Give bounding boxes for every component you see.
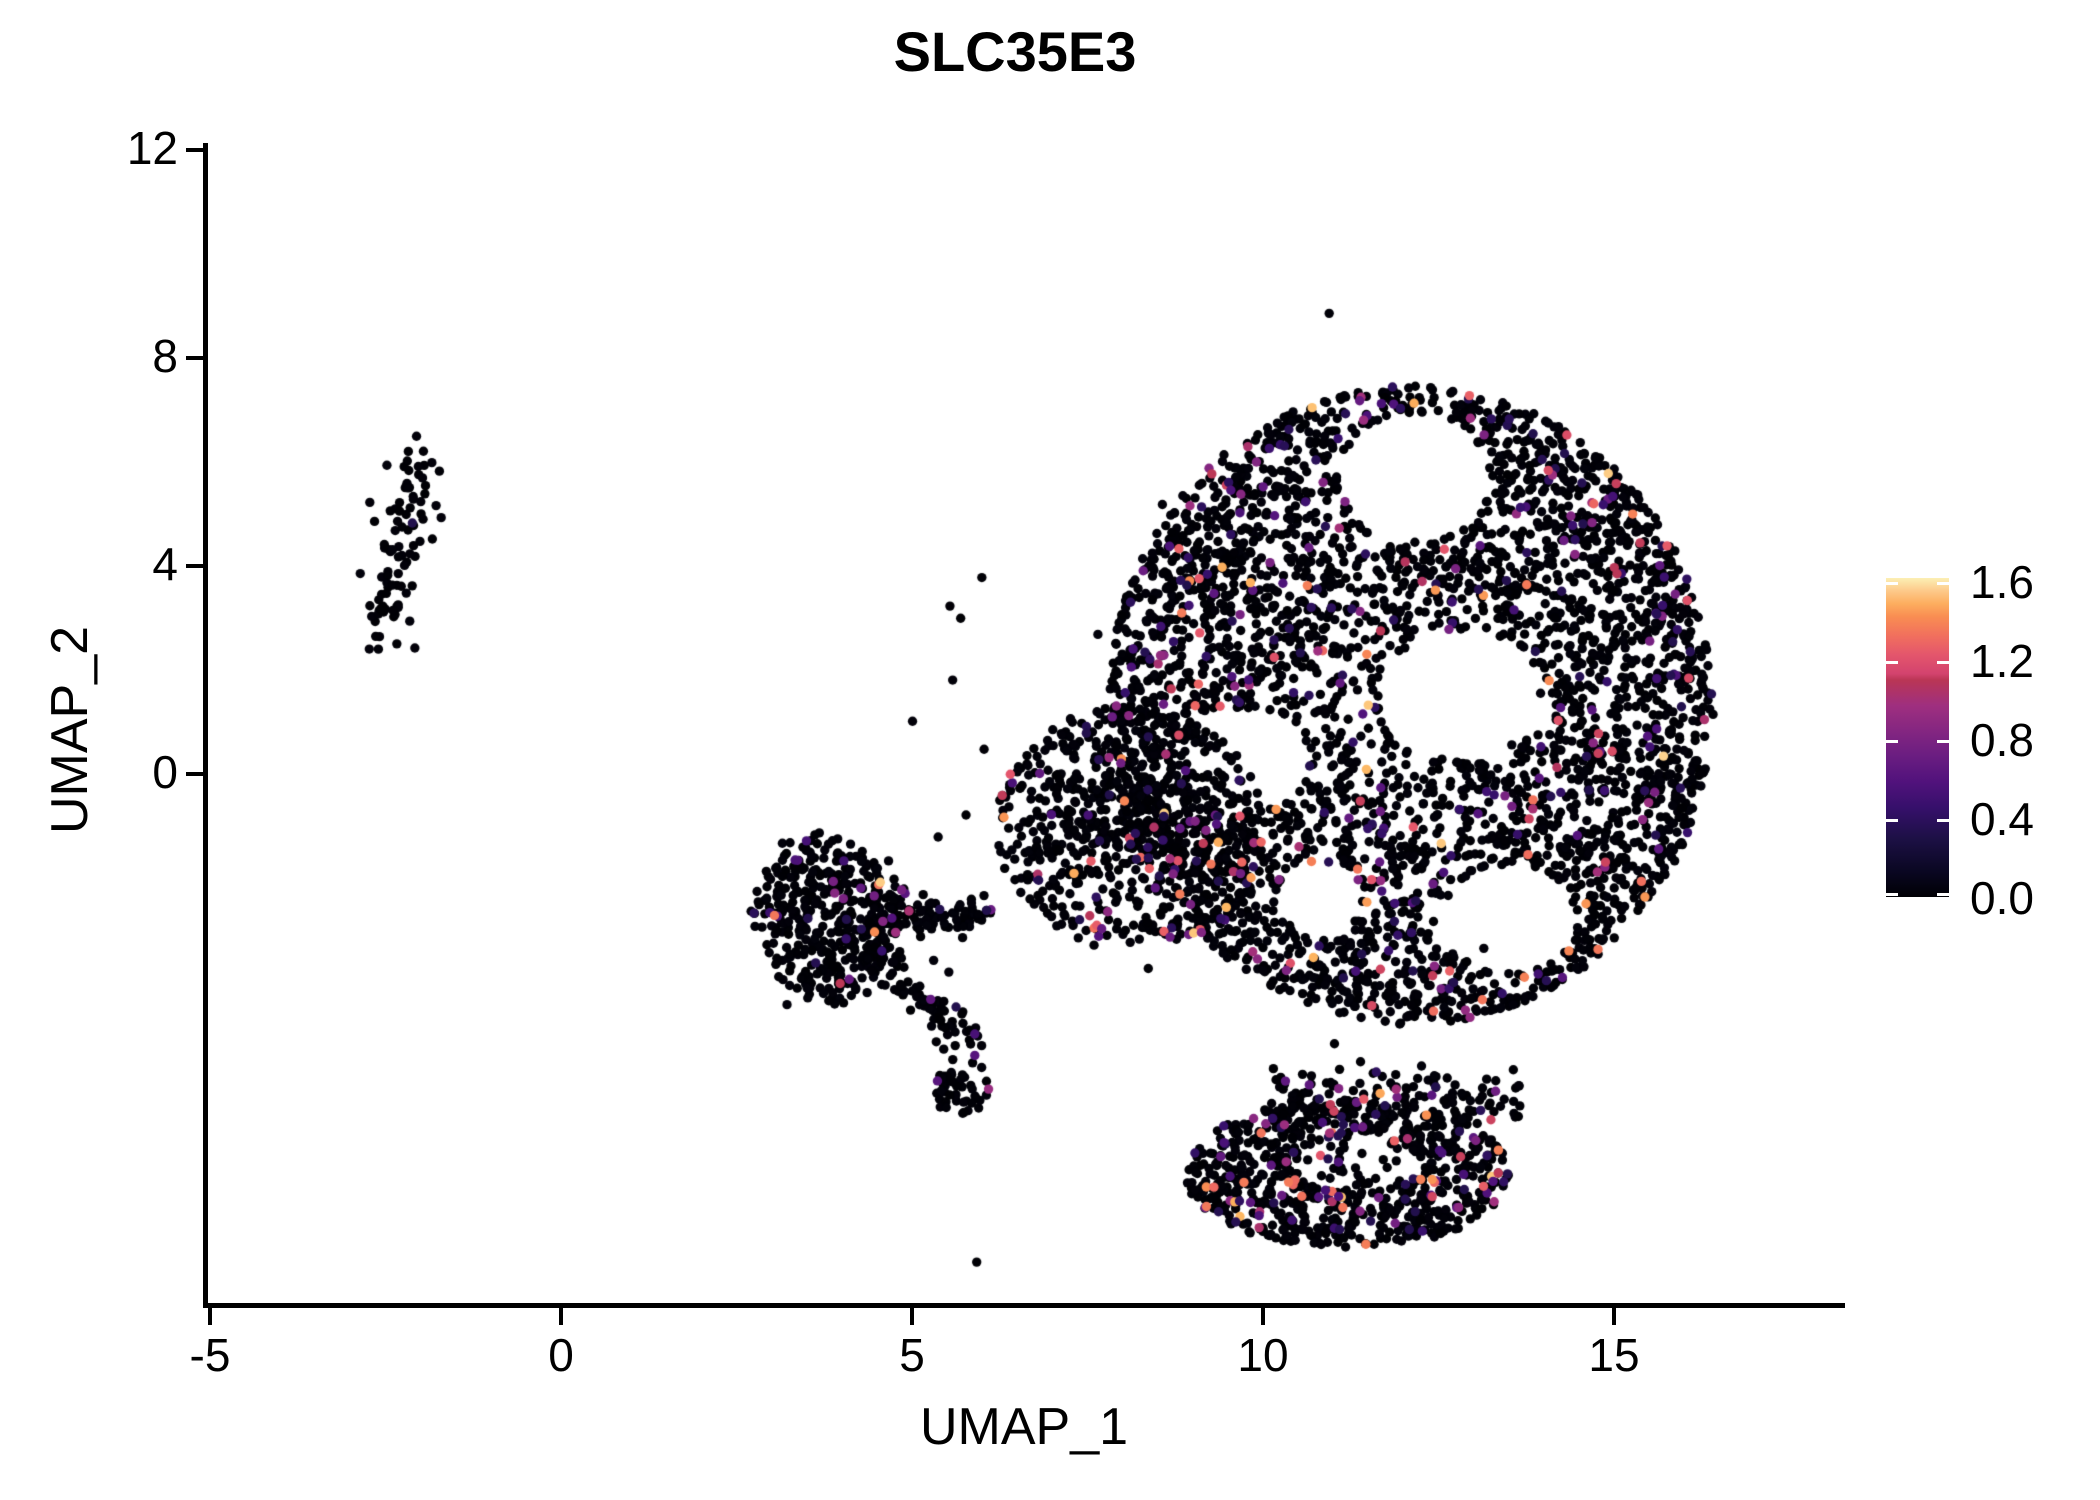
- y-axis-title: UMAP_2: [41, 625, 99, 835]
- x-axis-ticklabel: 5: [899, 1329, 925, 1381]
- colorbar-label: 1.2: [1970, 635, 2034, 687]
- x-axis-tick: [208, 1308, 212, 1325]
- colorbar-tick: [1886, 582, 1898, 585]
- colorbar-label: 0.0: [1970, 872, 2034, 924]
- y-axis-ticklabel: 8: [152, 330, 178, 382]
- colorbar-label: 0.8: [1970, 714, 2034, 766]
- x-axis-ticklabel: -5: [189, 1329, 231, 1381]
- x-axis-tick: [1612, 1308, 1616, 1325]
- x-axis-tick: [1261, 1308, 1265, 1325]
- x-axis-tick: [910, 1308, 914, 1325]
- colorbar-tick: [1886, 893, 1898, 896]
- y-axis-tick: [186, 148, 203, 152]
- colorbar-tick: [1886, 819, 1898, 822]
- y-axis-line: [203, 143, 208, 1308]
- colorbar-tick: [1886, 661, 1898, 664]
- y-axis-tick: [186, 356, 203, 360]
- x-axis-line: [203, 1303, 1845, 1308]
- colorbar-tick: [1886, 740, 1898, 743]
- colorbar-label: 1.6: [1970, 556, 2034, 608]
- y-axis-tick: [186, 564, 203, 568]
- plot-panel: [208, 148, 1840, 1303]
- page-title: SLC35E3: [893, 20, 1137, 83]
- colorbar-legend: 1.6 1.2 0.8 0.4 0.0: [1886, 559, 2086, 921]
- x-axis-ticklabel: 0: [548, 1329, 574, 1381]
- y-axis-ticklabel: 0: [152, 746, 178, 798]
- colorbar-tick: [1937, 661, 1949, 664]
- y-axis-ticklabel: 4: [152, 538, 178, 590]
- x-axis-tick: [559, 1308, 563, 1325]
- scatter-plot-canvas: [208, 148, 1840, 1303]
- colorbar-gradient: [1886, 578, 1949, 897]
- colorbar-tick: [1937, 740, 1949, 743]
- x-axis-ticklabel: 10: [1237, 1329, 1289, 1381]
- y-axis-ticklabel: 12: [126, 122, 178, 174]
- colorbar-tick: [1937, 893, 1949, 896]
- colorbar-tick: [1937, 819, 1949, 822]
- colorbar-tick: [1937, 582, 1949, 585]
- x-axis-title: UMAP_1: [919, 1398, 1129, 1456]
- y-axis-tick: [186, 772, 203, 776]
- x-axis-ticklabel: 15: [1588, 1329, 1640, 1381]
- colorbar-label: 0.4: [1970, 793, 2034, 845]
